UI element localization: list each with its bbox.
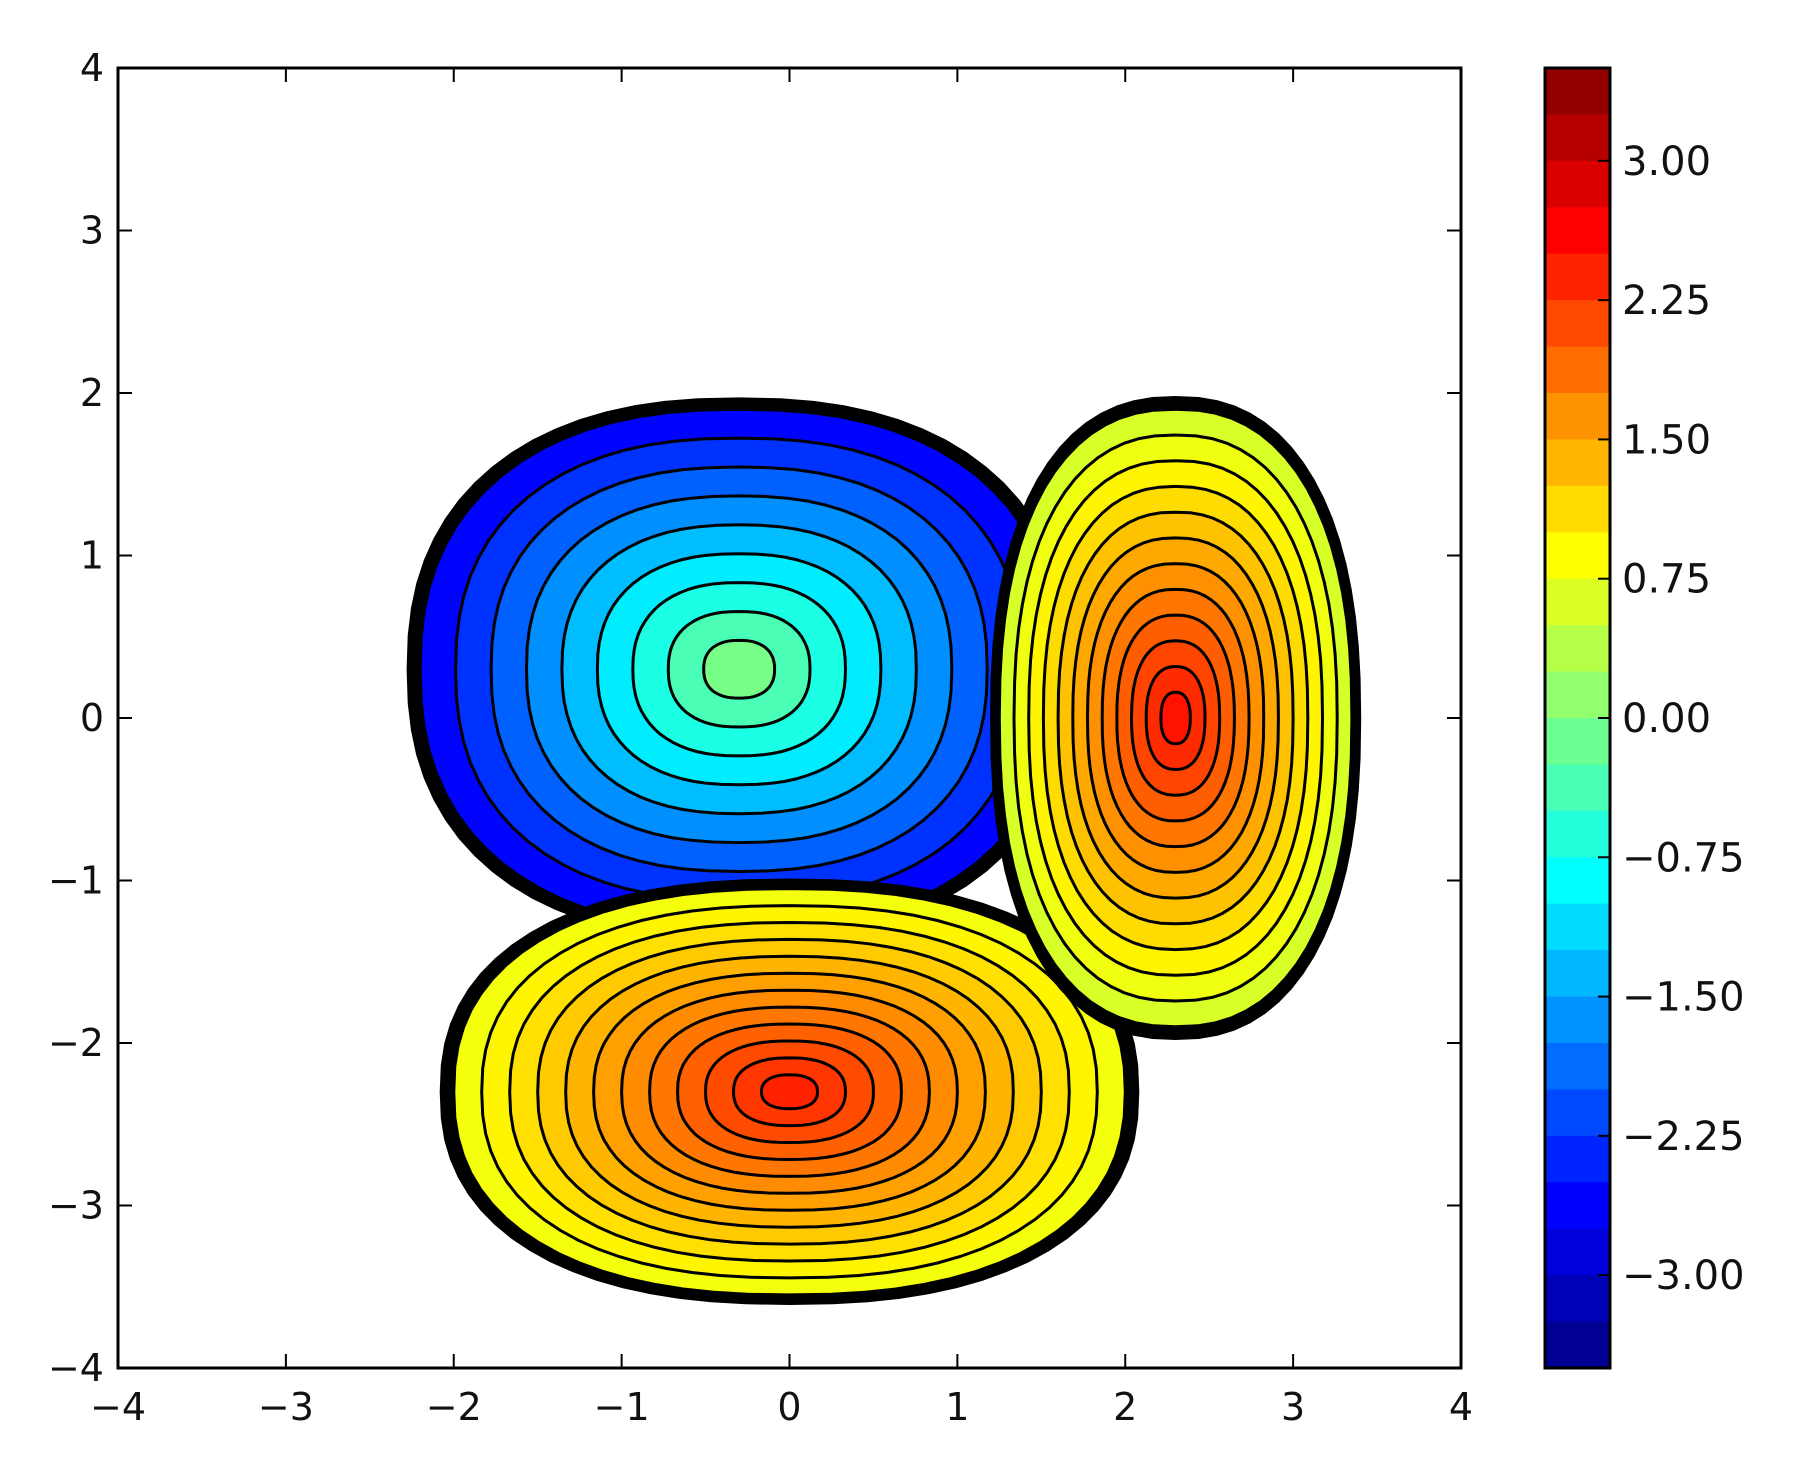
x-tick-label: 2 [1113, 1385, 1137, 1429]
colorbar-band [1545, 253, 1610, 301]
y-tick-label: −4 [48, 1346, 104, 1390]
colorbar-band [1545, 718, 1610, 766]
colorbar-band [1545, 1275, 1610, 1323]
contour-level [759, 1073, 820, 1111]
colorbar-band [1545, 810, 1610, 858]
colorbar-band [1545, 671, 1610, 719]
colorbar-band [1545, 903, 1610, 951]
colorbar-band [1545, 114, 1610, 162]
colorbar-band [1545, 532, 1610, 580]
colorbar-band [1545, 1043, 1610, 1091]
colorbar-band [1545, 485, 1610, 533]
colorbar-band [1545, 1228, 1610, 1276]
y-axis: −4 −3 −2 −1 0 1 2 3 4 [48, 46, 1461, 1390]
x-tick-label: −2 [426, 1385, 482, 1429]
colorbar-tick-label: −2.25 [1622, 1114, 1745, 1160]
y-tick-label: −2 [48, 1021, 104, 1065]
colorbar-tick-label: 2.25 [1622, 278, 1711, 324]
colorbar-tick-label: 0.75 [1622, 557, 1711, 603]
x-tick-label: 4 [1449, 1385, 1473, 1429]
contour-regions [406, 395, 1362, 1306]
colorbar-band [1545, 1182, 1610, 1230]
colorbar-band [1545, 439, 1610, 487]
colorbar-band [1545, 393, 1610, 441]
colorbar-tick-label: 1.50 [1622, 417, 1711, 463]
colorbar-tick-label: 3.00 [1622, 139, 1711, 185]
colorbar-band [1545, 1321, 1610, 1369]
contour-region-2 [439, 878, 1140, 1306]
x-tick-label: −1 [594, 1385, 650, 1429]
colorbar-band [1545, 996, 1610, 1044]
colorbar-tick-label: −3.00 [1622, 1253, 1745, 1299]
x-tick-label: 1 [945, 1385, 969, 1429]
contour-level [702, 638, 777, 700]
x-tick-label: 3 [1281, 1385, 1305, 1429]
colorbar-band [1545, 300, 1610, 348]
y-tick-label: 2 [80, 371, 104, 415]
x-axis: −4 −3 −2 −1 0 1 2 3 4 [90, 68, 1473, 1429]
colorbar-band [1545, 1135, 1610, 1183]
colorbar-band [1545, 857, 1610, 905]
colorbar-tick-label: 0.00 [1622, 696, 1711, 742]
x-tick-label: −4 [90, 1385, 146, 1429]
colorbar-band [1545, 764, 1610, 812]
y-tick-label: −3 [48, 1184, 104, 1228]
y-tick-label: 4 [80, 46, 104, 90]
colorbar-band [1545, 346, 1610, 394]
y-tick-label: 0 [80, 696, 104, 740]
colorbar-tick-label: −0.75 [1622, 835, 1745, 881]
colorbar-band [1545, 625, 1610, 673]
colorbar-band [1545, 950, 1610, 998]
colorbar-band [1545, 68, 1610, 116]
x-tick-label: 0 [777, 1385, 801, 1429]
contour-level [1159, 690, 1192, 746]
contour-region-3 [990, 395, 1362, 1041]
colorbar-band [1545, 578, 1610, 626]
y-tick-label: −1 [48, 859, 104, 903]
y-tick-label: 3 [80, 209, 104, 253]
colorbar-tick-label: −1.50 [1622, 975, 1745, 1021]
colorbar-band [1545, 1089, 1610, 1137]
y-tick-label: 1 [80, 534, 104, 578]
colorbar-band [1545, 160, 1610, 208]
contour-region-1 [406, 397, 1072, 942]
colorbar-band [1545, 207, 1610, 255]
x-tick-label: −3 [258, 1385, 314, 1429]
colorbar: 3.00 2.25 1.50 0.75 0.00 −0.75 −1.50 −2.25 −3.00 [1543, 66, 1745, 1370]
